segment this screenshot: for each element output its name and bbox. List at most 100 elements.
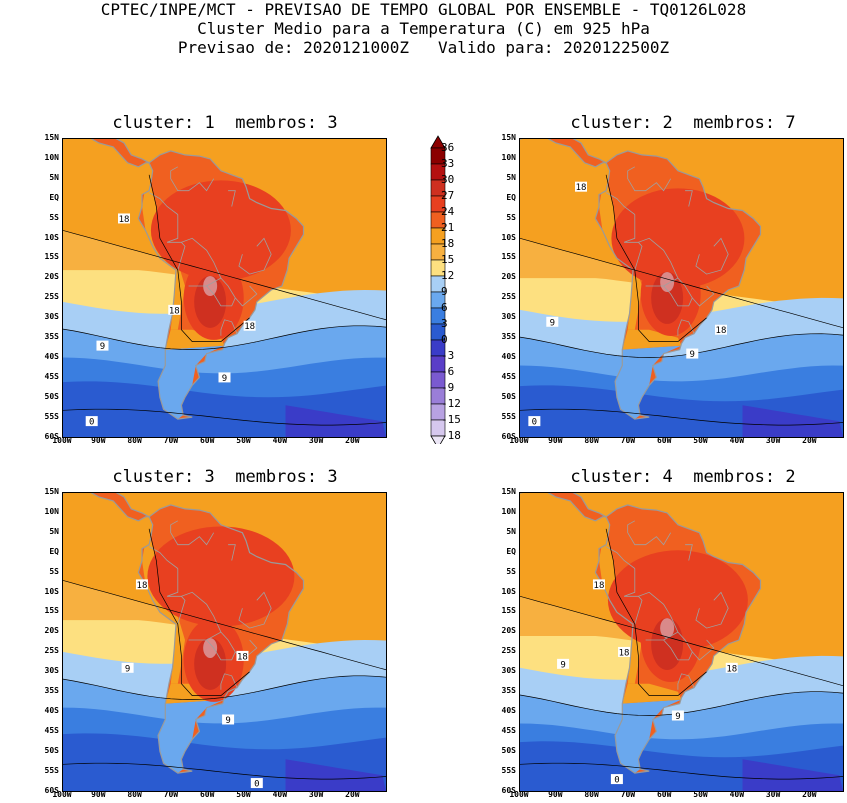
contour-label-bg <box>121 662 134 673</box>
lon-tick-label: 20W <box>345 436 360 445</box>
contour-label-text: 18 <box>169 306 180 316</box>
country-border <box>148 546 179 569</box>
contour-label-bg <box>218 372 231 383</box>
hot-core-27 <box>150 180 291 281</box>
contour-18 <box>520 237 843 329</box>
lat-tick-label: 15N <box>501 133 516 142</box>
lat-tick-label: 60S <box>44 785 59 795</box>
colorbar-label: 18 <box>441 237 455 250</box>
contour-label: 18 <box>725 662 738 674</box>
contour-label-bg <box>671 710 684 721</box>
lat-tick-label: 60S <box>44 431 59 441</box>
lon-tick-label: 80W <box>127 436 142 445</box>
colorbar-label: -3 <box>441 349 455 362</box>
country-border <box>627 166 672 192</box>
land-field-24-central <box>63 493 150 521</box>
contour-label: 9 <box>222 714 235 726</box>
contour-label: 9 <box>121 662 134 674</box>
contour-label-text: 18 <box>716 326 727 336</box>
colorbar-label: -12 <box>441 397 461 410</box>
contour-label-bg <box>618 646 631 657</box>
lat-tick-label: 30S <box>44 666 59 676</box>
lat-tick-label: 10N <box>501 506 516 516</box>
lat-tick-label: 60S <box>501 431 516 441</box>
country-border <box>623 568 639 597</box>
country-border <box>220 319 238 336</box>
lon-tick-label: 30W <box>765 436 781 445</box>
country-border <box>228 544 236 561</box>
lat-tick-label: 45S <box>44 725 59 735</box>
colorbar-label: -15 <box>441 413 461 426</box>
lon-tick-label: 60W <box>656 790 672 799</box>
contour-label-text: 9 <box>675 712 680 722</box>
contour-label-text: 18 <box>137 581 148 591</box>
temperature-map: 18 9 18 9 0 <box>520 139 843 437</box>
lat-tick-label: 45S <box>44 371 59 381</box>
coastline <box>594 150 762 420</box>
hot-core-33 <box>203 276 218 297</box>
lon-tick-label: 50W <box>236 790 251 799</box>
contour-label-text: 9 <box>100 342 105 352</box>
land-field-patagonia <box>158 345 225 420</box>
contour-label-bg <box>236 650 249 661</box>
contour-0 <box>63 408 386 426</box>
country-border <box>634 237 679 287</box>
lat-tick-label: 50S <box>44 391 59 401</box>
lat-tick-label: 15S <box>501 252 516 262</box>
lat-tick-label: 25S <box>501 646 516 656</box>
contour-land-18 <box>605 528 707 696</box>
coastline <box>594 504 762 774</box>
lon-tick-label: 100W <box>509 790 529 799</box>
coastline-central-america <box>63 139 150 168</box>
contour-label-text: 0 <box>254 780 259 790</box>
lon-tick-label: 20W <box>802 790 817 799</box>
lon-tick-label: 50W <box>236 436 251 445</box>
contour-label: 18 <box>135 579 148 591</box>
lat-tick-label: 25S <box>501 292 516 302</box>
lat-tick-label: EQ <box>49 192 59 202</box>
lat-tick-label: 45S <box>501 371 516 381</box>
lat-tick-label: 15N <box>501 487 516 496</box>
contour-label-text: 0 <box>89 418 94 428</box>
land-field-pampas <box>622 683 682 704</box>
colorbar-label: 24 <box>441 205 455 218</box>
lon-tick-label: 100W <box>52 436 72 445</box>
lat-tick-label: 10N <box>501 152 516 162</box>
country-border <box>238 237 272 275</box>
contour-label-text: 18 <box>594 581 605 591</box>
colorbar-label: 15 <box>441 253 455 266</box>
country-border <box>206 277 236 307</box>
contour-label: 18 <box>168 304 181 316</box>
colorbar-label: 27 <box>441 189 455 202</box>
lat-tick-label: EQ <box>506 546 516 556</box>
contour-label-text: 18 <box>619 648 630 658</box>
contour-0 <box>63 762 386 780</box>
lat-tick-label: 10S <box>501 232 516 242</box>
contour-land-18 <box>148 174 250 342</box>
colorbar-label: 3 <box>441 317 448 330</box>
colorbar-label: -18 <box>441 429 461 442</box>
lat-tick-label: 15S <box>501 606 516 616</box>
lon-tick-label: 40W <box>729 436 745 445</box>
contour-label: 9 <box>557 658 570 670</box>
temperature-colorbar <box>430 135 446 444</box>
lat-tick-label: 10S <box>44 586 59 596</box>
lon-tick-label: 70W <box>620 790 636 799</box>
contour-label-text: 18 <box>576 183 587 193</box>
lat-tick-label: 40S <box>44 351 59 361</box>
header-line-2: Cluster Medio para a Temperatura (C) em … <box>197 19 650 38</box>
lat-tick-label: 5S <box>506 212 516 222</box>
lat-tick-label: 40S <box>501 705 516 715</box>
contour-18 <box>63 580 386 671</box>
temperature-map: 18 18 9 9 18 0 <box>520 493 843 791</box>
contour-label-text: 18 <box>244 322 255 332</box>
lat-tick-label: 35S <box>501 686 516 695</box>
field-0 <box>742 759 843 791</box>
land-field-patagonia <box>615 345 682 420</box>
country-border <box>677 673 695 690</box>
lon-tick-label: 60W <box>199 790 215 799</box>
contour-label: 18 <box>575 181 588 193</box>
country-border <box>677 319 695 336</box>
lat-tick-label: 30S <box>44 312 59 322</box>
lat-tick-label: 30S <box>501 666 516 676</box>
